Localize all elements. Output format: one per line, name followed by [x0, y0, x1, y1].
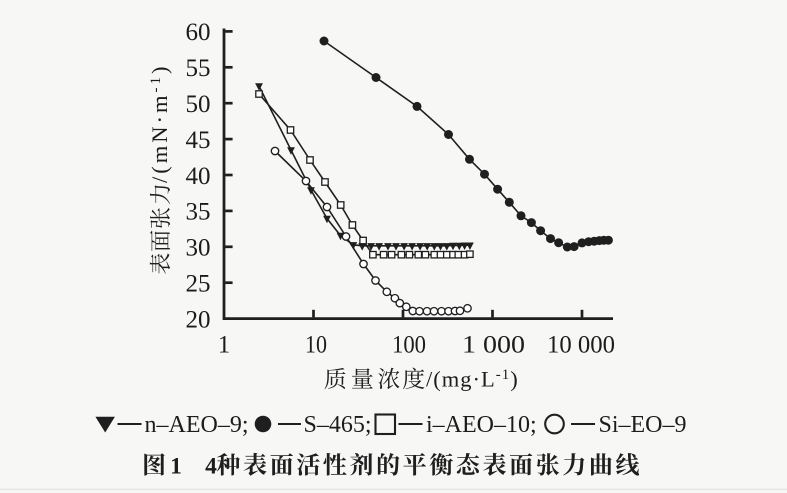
- svg-text:45: 45: [186, 127, 211, 154]
- svg-text:10 000: 10 000: [547, 331, 615, 358]
- svg-text:n–AEO–9;: n–AEO–9;: [145, 412, 249, 438]
- svg-text:30: 30: [186, 235, 211, 262]
- svg-text:i–AEO–10;: i–AEO–10;: [426, 412, 537, 438]
- svg-text:25: 25: [186, 271, 211, 298]
- svg-text:1 000: 1 000: [462, 331, 525, 358]
- svg-text:55: 55: [186, 55, 211, 82]
- svg-text:/(mg·L-1): /(mg·L-1): [426, 367, 519, 392]
- svg-text:60: 60: [186, 19, 211, 46]
- svg-text:40: 40: [186, 163, 211, 190]
- svg-text:S–465;: S–465;: [304, 412, 372, 438]
- svg-text:1: 1: [218, 331, 231, 358]
- svg-text:100: 100: [392, 331, 426, 358]
- svg-text:/(mN·m-1): /(mN·m-1): [147, 64, 172, 184]
- svg-text:4: 4: [205, 453, 217, 479]
- svg-text:1: 1: [170, 453, 182, 479]
- svg-text:10: 10: [305, 331, 327, 358]
- svg-text:20: 20: [186, 306, 211, 333]
- svg-text:50: 50: [186, 91, 211, 118]
- svg-text:Si–EO–9: Si–EO–9: [599, 412, 687, 438]
- svg-text:35: 35: [186, 199, 211, 226]
